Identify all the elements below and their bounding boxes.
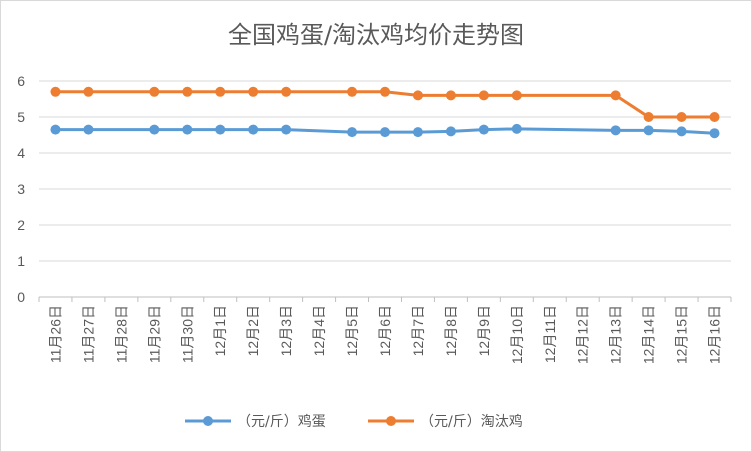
data-point-series-1 [478, 124, 489, 135]
data-point-series-1 [511, 123, 522, 134]
data-point-series-1 [709, 128, 720, 139]
y-tick-label: 1 [17, 253, 25, 269]
data-point-series-2 [445, 90, 456, 101]
data-point-series-2 [347, 86, 358, 97]
data-point-series-2 [281, 86, 292, 97]
data-point-series-2 [83, 86, 94, 97]
chart-title: 全国鸡蛋/淘汰鸡均价走势图 [227, 21, 525, 49]
data-point-series-1 [182, 124, 193, 135]
data-point-series-2 [50, 86, 61, 97]
data-point-series-1 [248, 124, 259, 135]
x-tick-label: 12月12日 [575, 305, 591, 364]
data-point-series-1 [610, 125, 621, 136]
x-tick-label: 12月7日 [410, 305, 426, 356]
x-tick-label: 12月11日 [542, 305, 558, 363]
x-tick-label: 11月29日 [146, 305, 162, 363]
legend-marker-1 [203, 416, 213, 426]
x-tick-label: 12月16日 [707, 305, 723, 364]
data-point-series-2 [643, 112, 654, 122]
y-tick-label: 6 [17, 73, 25, 89]
data-point-series-2 [215, 86, 226, 97]
data-point-series-2 [182, 86, 193, 97]
y-tick-label: 2 [17, 217, 25, 233]
legend-marker-2 [386, 416, 396, 426]
data-point-series-1 [215, 124, 226, 135]
data-point-series-1 [83, 124, 94, 135]
y-tick-label: 5 [17, 109, 25, 125]
data-point-series-1 [281, 124, 292, 135]
y-tick-label: 4 [17, 145, 25, 161]
data-point-series-1 [149, 124, 160, 135]
data-point-series-2 [380, 86, 390, 97]
x-tick-label: 12月3日 [278, 305, 294, 356]
x-tick-label: 12月5日 [344, 305, 360, 356]
data-point-series-2 [248, 86, 259, 97]
x-tick-label: 12月9日 [476, 305, 492, 356]
x-tick-label: 12月8日 [443, 305, 459, 356]
x-tick-label: 11月27日 [80, 305, 96, 363]
y-tick-label: 3 [17, 181, 25, 197]
data-point-series-1 [347, 127, 358, 138]
y-tick-label: 0 [17, 289, 25, 305]
x-tick-label: 11月26日 [47, 305, 63, 363]
legend-label-2: （元/斤）淘汰鸡 [420, 413, 523, 430]
data-point-series-2 [676, 112, 687, 122]
x-tick-label: 12月15日 [674, 305, 690, 364]
x-tick-label: 12月6日 [377, 305, 393, 356]
x-tick-label: 12月2日 [245, 305, 261, 356]
x-tick-label: 12月4日 [311, 305, 327, 356]
x-tick-label: 12月1日 [212, 305, 228, 356]
data-point-series-2 [511, 90, 522, 101]
x-tick-label: 12月10日 [509, 305, 525, 364]
x-tick-label: 12月14日 [641, 305, 657, 364]
x-tick-label: 11月30日 [179, 305, 195, 363]
data-point-series-1 [643, 125, 654, 136]
data-point-series-1 [676, 126, 687, 137]
data-point-series-2 [478, 90, 489, 101]
data-point-series-1 [445, 126, 456, 137]
data-point-series-2 [709, 112, 720, 122]
data-point-series-1 [380, 127, 390, 138]
data-point-series-2 [149, 86, 160, 97]
data-point-series-1 [412, 127, 423, 138]
data-point-series-1 [50, 124, 61, 135]
legend-label-1: （元/斤）鸡蛋 [237, 413, 326, 430]
x-tick-label: 11月28日 [113, 305, 129, 363]
data-point-series-2 [412, 90, 423, 101]
x-tick-label: 12月13日 [608, 305, 624, 364]
data-point-series-2 [610, 90, 621, 101]
